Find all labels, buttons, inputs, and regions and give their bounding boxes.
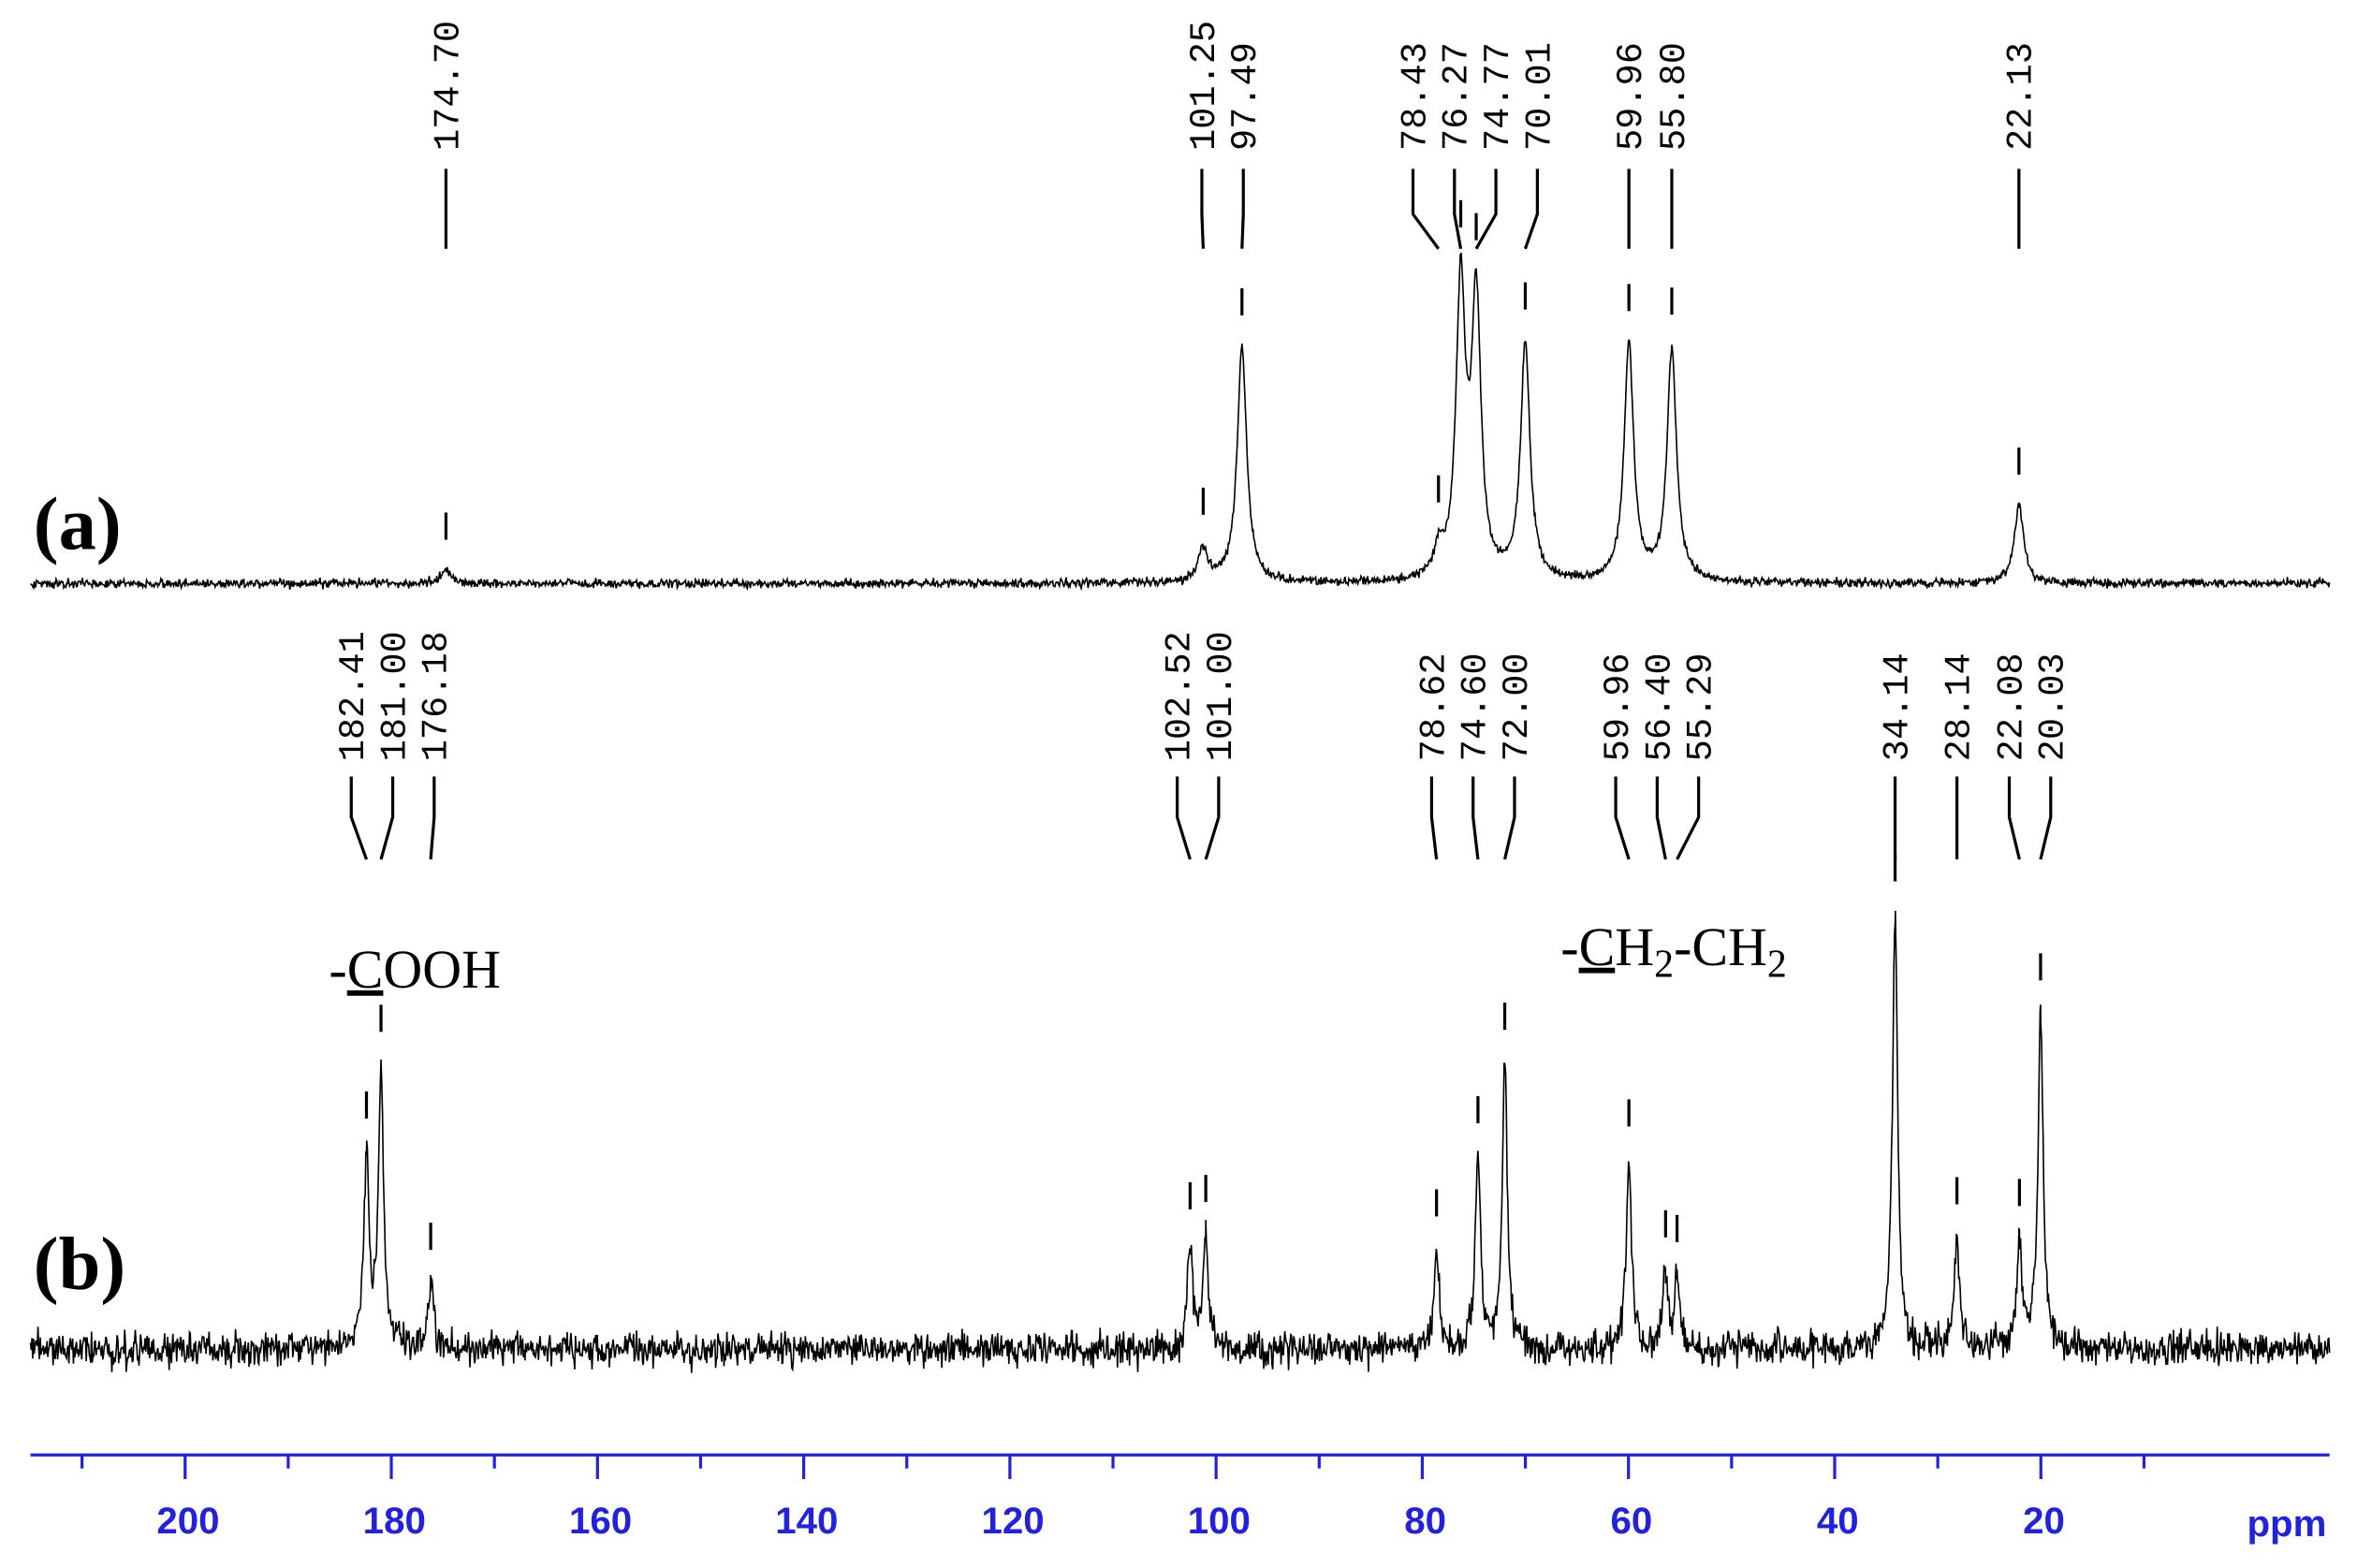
peak-label: 20.03 bbox=[2033, 652, 2074, 761]
peak-label: 174.70 bbox=[428, 21, 469, 151]
peak-label: 102.52 bbox=[1160, 631, 1201, 761]
peak-leader bbox=[1474, 169, 1498, 250]
peak-leader bbox=[1453, 169, 1463, 250]
peak-label: 74.60 bbox=[1456, 652, 1497, 761]
peak-leader bbox=[1614, 776, 1631, 860]
peak-leader bbox=[379, 776, 395, 860]
spectrum bbox=[29, 910, 2331, 1373]
x-tick-label: 120 bbox=[982, 1500, 1045, 1542]
peak-label: 176.18 bbox=[417, 631, 458, 761]
peak-leader bbox=[1204, 776, 1221, 860]
peak-label: 55.80 bbox=[1654, 42, 1695, 151]
annotation-part: OOH bbox=[383, 939, 501, 1000]
peak-label: 182.41 bbox=[333, 631, 374, 761]
peak-leader bbox=[2039, 776, 2053, 860]
annotation-part: 2 bbox=[1767, 944, 1787, 987]
peak-label: 181.00 bbox=[374, 631, 416, 761]
x-tick-label: 160 bbox=[569, 1500, 632, 1542]
peak-label: 34.14 bbox=[1877, 652, 1918, 761]
peak-leader bbox=[1471, 776, 1480, 860]
x-tick-label: 100 bbox=[1188, 1500, 1251, 1542]
annotation: -CH2-CH2 bbox=[1560, 916, 1787, 987]
peak-leader bbox=[1655, 776, 1667, 860]
peak-leader bbox=[1176, 776, 1192, 860]
peak-leader bbox=[1676, 776, 1701, 860]
peak-leader bbox=[1523, 169, 1539, 250]
peak-label: 101.00 bbox=[1201, 631, 1242, 761]
peak-label: 59.96 bbox=[1598, 652, 1639, 761]
x-axis-label: ppm bbox=[2247, 1502, 2326, 1545]
annotation-part: H bbox=[1615, 916, 1654, 977]
peak-leader bbox=[1411, 169, 1441, 250]
peak-leader bbox=[2007, 776, 2021, 860]
peak-label: 72.00 bbox=[1497, 652, 1538, 761]
peak-leader bbox=[1240, 169, 1245, 249]
x-tick-label: 180 bbox=[363, 1500, 426, 1542]
peak-leader bbox=[1502, 776, 1516, 860]
annotation-part: - bbox=[1560, 916, 1578, 977]
annotation-part: - bbox=[329, 939, 346, 1000]
peak-label: 70.01 bbox=[1519, 42, 1560, 151]
annotation-part: C bbox=[347, 939, 384, 1000]
peak-label: 22.08 bbox=[1991, 652, 2032, 761]
annotation: -COOH bbox=[329, 939, 501, 1000]
peak-label: 74.77 bbox=[1478, 42, 1519, 151]
x-tick-label: 20 bbox=[2023, 1500, 2065, 1542]
spectrum bbox=[30, 253, 2331, 592]
peak-label: 28.14 bbox=[1940, 652, 1981, 761]
peak-label: 78.62 bbox=[1413, 652, 1455, 761]
peak-label: 101.25 bbox=[1184, 21, 1225, 151]
x-tick-label: 80 bbox=[1404, 1500, 1446, 1542]
x-tick-label: 60 bbox=[1611, 1500, 1653, 1542]
peak-leader bbox=[1200, 169, 1206, 249]
peak-leader bbox=[1429, 776, 1439, 860]
peak-label: 55.29 bbox=[1681, 652, 1722, 761]
peak-label: 78.43 bbox=[1395, 42, 1436, 151]
peak-label: 22.13 bbox=[2001, 42, 2042, 151]
peak-leader bbox=[349, 776, 369, 860]
peak-leader bbox=[429, 776, 436, 860]
series-name: (a) bbox=[34, 482, 122, 565]
x-tick-label: 140 bbox=[775, 1500, 838, 1542]
x-tick-label: 200 bbox=[156, 1500, 219, 1542]
x-tick-label: 40 bbox=[1817, 1500, 1859, 1542]
peak-label: 59.96 bbox=[1611, 42, 1652, 151]
annotation-part: 2 bbox=[1654, 944, 1674, 987]
series-name: (b) bbox=[34, 1223, 125, 1306]
annotation-part: -CH bbox=[1674, 916, 1767, 977]
peak-label: 97.49 bbox=[1225, 42, 1266, 151]
peak-label: 76.27 bbox=[1437, 42, 1478, 151]
peak-label: 56.40 bbox=[1639, 652, 1680, 761]
annotation-part: C bbox=[1579, 916, 1616, 977]
